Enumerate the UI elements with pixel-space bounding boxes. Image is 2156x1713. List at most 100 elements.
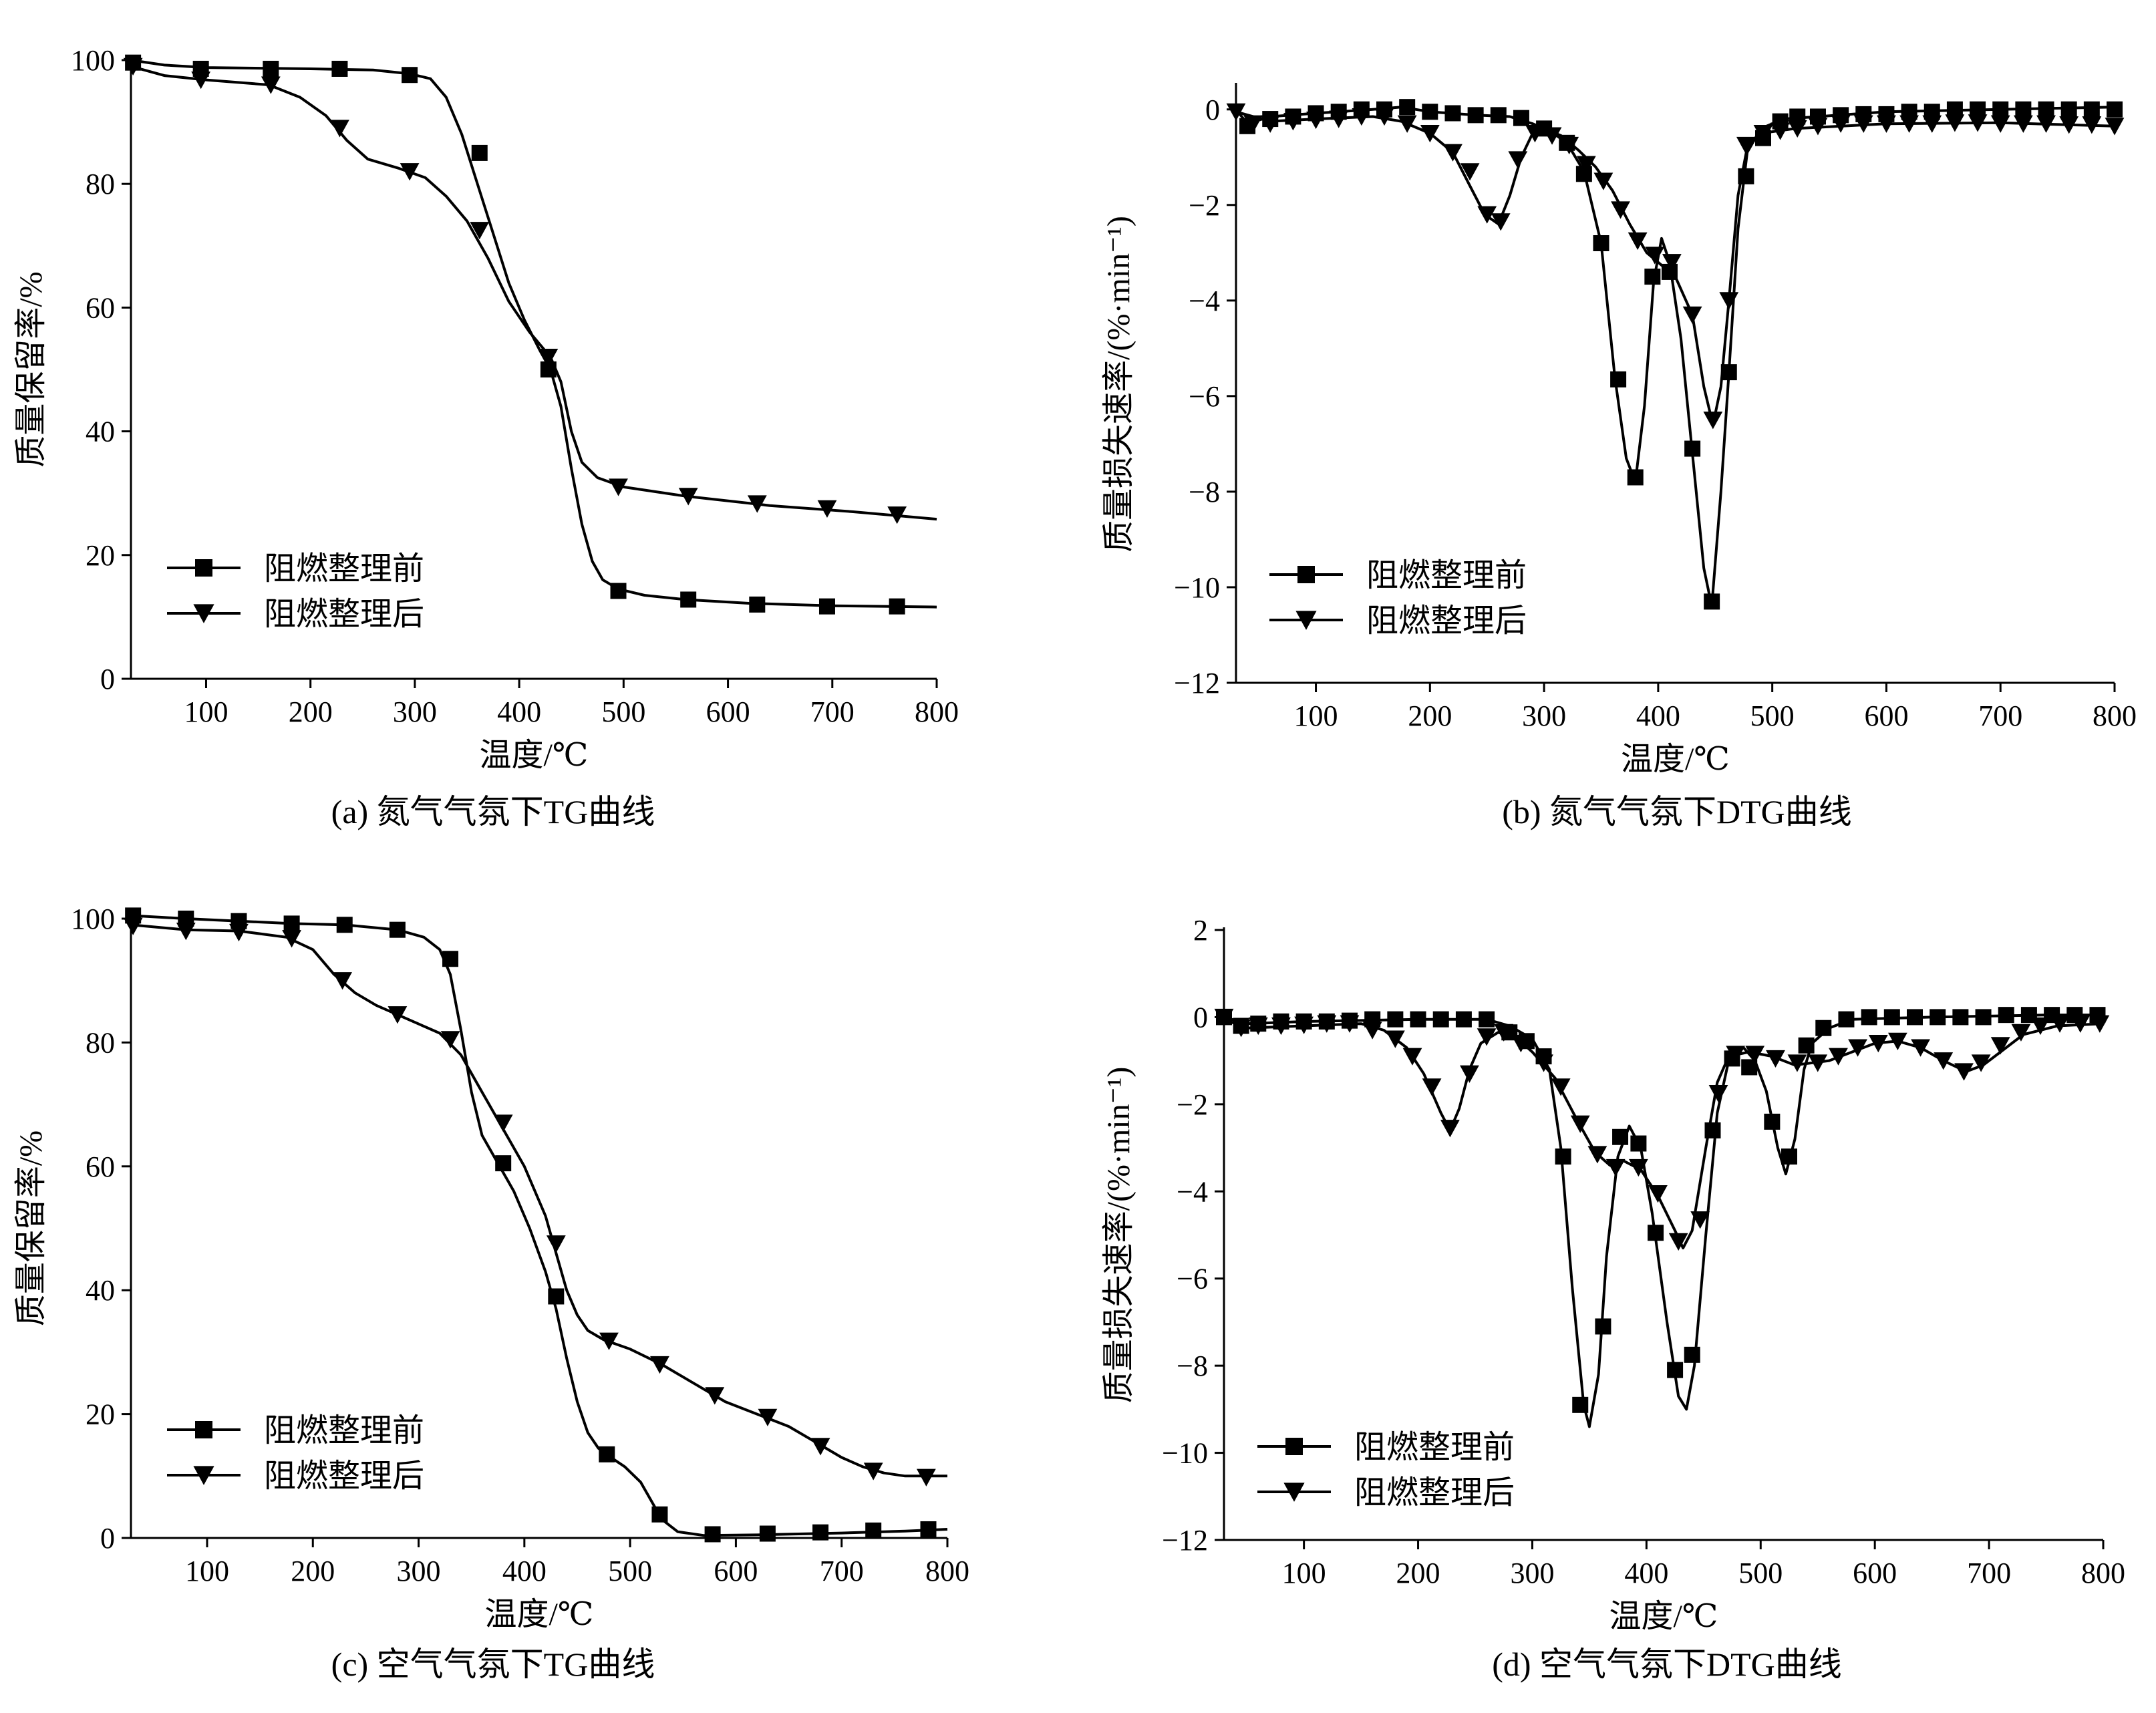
y-tick-label: −2	[1177, 1088, 1208, 1121]
data-point	[1477, 206, 1497, 224]
data-point	[1668, 1233, 1688, 1251]
data-point	[1853, 115, 1873, 133]
figure-caption: (d) 空气气氛下DTG曲线	[1492, 1646, 1842, 1683]
data-point	[1911, 1039, 1930, 1057]
data-point	[1387, 1011, 1404, 1028]
data-point	[1726, 1046, 1746, 1064]
x-tick-label: 100	[184, 695, 228, 728]
data-point	[759, 1525, 776, 1542]
y-tick-label: 20	[86, 539, 115, 572]
data-point	[1576, 156, 1596, 174]
y-tick-label: −8	[1189, 476, 1220, 508]
legend-label: 阻燃整理后	[1366, 603, 1527, 639]
chart-panel-d: 100 200 300 400 500 600 700 800 2 0 −2 −4 −6 −8 −10 −12…	[1101, 914, 2125, 1683]
data-point	[2030, 1017, 2050, 1036]
data-point	[1899, 115, 1919, 133]
y-tick-label: 60	[86, 1150, 115, 1183]
data-point	[1460, 163, 1480, 181]
data-point	[1990, 115, 2010, 133]
data-point	[1808, 118, 1828, 136]
x-tick-label: 300	[397, 1555, 441, 1587]
legend-marker	[193, 1466, 214, 1485]
data-point	[1329, 110, 1349, 128]
data-point	[2090, 1015, 2110, 1033]
legend-marker	[193, 604, 214, 623]
data-point	[1243, 115, 1263, 133]
x-tick-label: 200	[289, 695, 333, 728]
y-tick-label: −12	[1174, 667, 1220, 699]
y-tick-label: 40	[86, 1274, 115, 1307]
series-line	[1223, 1018, 2104, 1250]
x-tick-label: 300	[1510, 1557, 1554, 1589]
data-point	[1831, 115, 1851, 133]
data-point	[388, 1006, 408, 1024]
data-point	[1494, 1024, 1514, 1042]
data-point	[1612, 1128, 1629, 1145]
x-tick-label: 200	[1408, 699, 1452, 732]
legend-marker	[1285, 1438, 1303, 1455]
y-tick-label: 0	[1193, 1001, 1208, 1034]
y-tick-label: 100	[71, 903, 115, 935]
data-point	[1745, 1046, 1765, 1064]
data-point	[261, 76, 281, 94]
x-tick-label: 600	[706, 695, 750, 728]
y-tick-label: 20	[86, 1398, 115, 1431]
data-point	[1971, 1054, 1991, 1072]
data-point	[2015, 101, 2032, 118]
data-point	[1815, 1020, 1832, 1036]
y-axis-title: 质量损失速率/(%·min⁻¹)	[1101, 1067, 1136, 1404]
data-point	[1838, 1011, 1855, 1028]
y-axis-title: 质量保留率/%	[13, 271, 49, 467]
data-point	[651, 1506, 668, 1523]
figure-caption: (a) 氮气气氛下TG曲线	[331, 793, 655, 830]
data-point	[747, 495, 767, 513]
data-point	[1214, 1008, 1234, 1027]
data-point	[2083, 101, 2100, 118]
data-point	[1551, 1078, 1571, 1096]
data-point	[1317, 1015, 1337, 1033]
data-point	[1861, 1009, 1877, 1026]
legend-label: 阻燃整理前	[264, 551, 424, 587]
data-point	[442, 951, 459, 967]
data-point	[1399, 99, 1416, 116]
data-point	[1952, 1009, 1969, 1026]
y-tick-label: −6	[1177, 1263, 1208, 1295]
x-tick-label: 400	[497, 695, 541, 728]
series-after	[123, 917, 947, 1487]
data-point	[1998, 1007, 2014, 1024]
data-point	[1513, 110, 1529, 126]
data-point	[176, 923, 196, 941]
data-point	[865, 1522, 882, 1539]
x-tick-label: 300	[1522, 699, 1566, 732]
data-point	[1644, 269, 1661, 285]
x-tick-label: 700	[820, 1555, 864, 1587]
series-before	[125, 907, 948, 1543]
data-point	[1829, 1048, 1848, 1066]
data-point	[2070, 1015, 2091, 1033]
data-point	[1402, 1048, 1422, 1066]
x-tick-label: 500	[1750, 699, 1795, 732]
data-point	[1736, 136, 1756, 155]
legend-label: 阻燃整理后	[264, 597, 424, 632]
data-point	[1422, 1078, 1442, 1096]
data-point	[400, 163, 420, 181]
legend-label: 阻燃整理前	[264, 1413, 424, 1448]
data-point	[2059, 116, 2079, 134]
data-point	[1283, 113, 1303, 131]
data-point	[1572, 1396, 1589, 1413]
data-point	[333, 972, 352, 990]
data-point	[1534, 1054, 1553, 1072]
data-point	[1362, 1022, 1382, 1040]
x-tick-label: 800	[925, 1555, 969, 1587]
data-point	[1260, 115, 1280, 133]
data-point	[282, 930, 302, 948]
y-tick-label: 0	[1205, 94, 1220, 126]
data-point	[123, 917, 143, 935]
data-point	[1766, 1050, 1785, 1068]
chart-panel-b: 100 200 300 400 500 600 700 800 0 −2 −4 −6 −8 −10 −12 温…	[1101, 83, 2137, 830]
y-axis-title: 质量保留率/%	[13, 1130, 49, 1326]
data-point	[810, 1438, 830, 1456]
